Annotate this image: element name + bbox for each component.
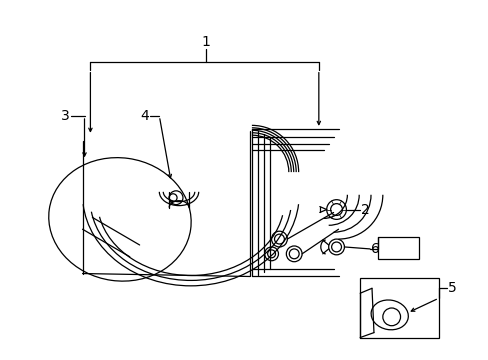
- Text: 5: 5: [447, 281, 456, 295]
- Text: 6: 6: [370, 242, 379, 256]
- Text: 2: 2: [361, 203, 369, 216]
- Text: 4: 4: [141, 109, 149, 123]
- Text: 1: 1: [201, 35, 210, 49]
- Text: 3: 3: [61, 109, 70, 123]
